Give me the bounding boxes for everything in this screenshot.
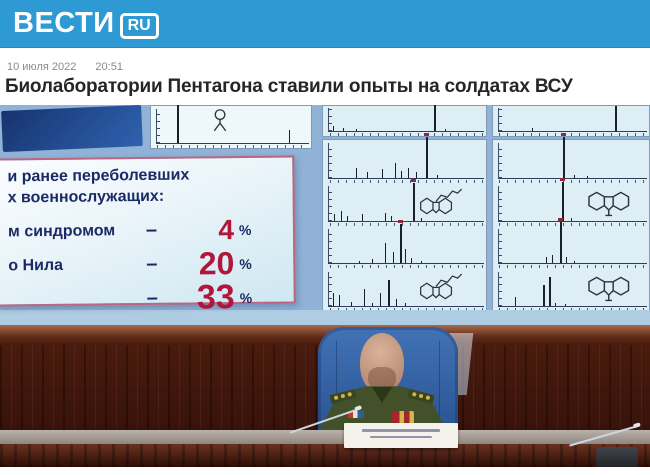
slide-header-box xyxy=(1,105,143,153)
chain-molecule-icon xyxy=(409,188,477,219)
spectrum-panel-top-left xyxy=(322,105,487,137)
article-time: 20:51 xyxy=(95,61,123,73)
desk-top-edge xyxy=(0,430,650,445)
vesti-logo[interactable]: ВЕСТИ xyxy=(13,7,115,39)
stat-unit: % xyxy=(238,221,252,238)
site-header: ВЕСТИ RU xyxy=(0,0,650,48)
slide-title: и ранее переболевших х военнослужащих: xyxy=(7,165,284,209)
stat-dash: – xyxy=(145,218,158,242)
spectrum-panel-molecule xyxy=(150,105,312,149)
chain-molecule-icon xyxy=(409,273,477,304)
spectrum-panel-main-left xyxy=(322,132,487,312)
foreground-chair-back xyxy=(596,447,638,467)
slide-rows: м синдромом – 4 % о Нила – 20 % – 33 % xyxy=(8,212,286,317)
stat-value: 4 xyxy=(218,214,235,246)
article-headline: Биолаборатории Пентагона ставили опыты н… xyxy=(5,76,573,97)
stat-dash: – xyxy=(146,286,158,310)
slide-title-line2: х военнослужащих: xyxy=(7,187,165,207)
stat-value: 33 xyxy=(196,278,235,317)
desk-front xyxy=(0,444,650,467)
stat-label: о Нила xyxy=(8,256,64,275)
ru-badge[interactable]: RU xyxy=(119,12,159,39)
stat-dash: – xyxy=(146,252,158,276)
desk-nameplate xyxy=(344,423,458,448)
rings-molecule-icon xyxy=(576,273,642,304)
spectrum-panel-top-right xyxy=(492,105,650,137)
slide-statistics-card: и ранее переболевших х военнослужащих: м… xyxy=(0,155,296,317)
slide-stat-row: – 33 % xyxy=(9,278,286,317)
rings-molecule-icon xyxy=(576,188,642,219)
spectrum-panel-main-right xyxy=(492,133,650,312)
stat-label xyxy=(9,299,147,300)
article-photo: и ранее переболевших х военнослужащих: м… xyxy=(0,105,650,467)
stat-unit: % xyxy=(239,255,252,272)
stat-value: 20 xyxy=(198,245,235,282)
branch-molecule-icon xyxy=(204,107,236,136)
article-meta: 10 июля 2022 20:51 xyxy=(7,61,123,73)
slide-stat-row: м синдромом – 4 % xyxy=(8,212,285,249)
article-date: 10 июля 2022 xyxy=(7,61,77,73)
stat-label: м синдромом xyxy=(7,221,116,241)
slide-stat-row: о Нила – 20 % xyxy=(8,245,285,283)
stat-unit: % xyxy=(239,289,253,306)
slide-title-line1: и ранее переболевших xyxy=(7,166,190,186)
ribbon-bar xyxy=(348,411,364,418)
official-head xyxy=(360,333,404,393)
